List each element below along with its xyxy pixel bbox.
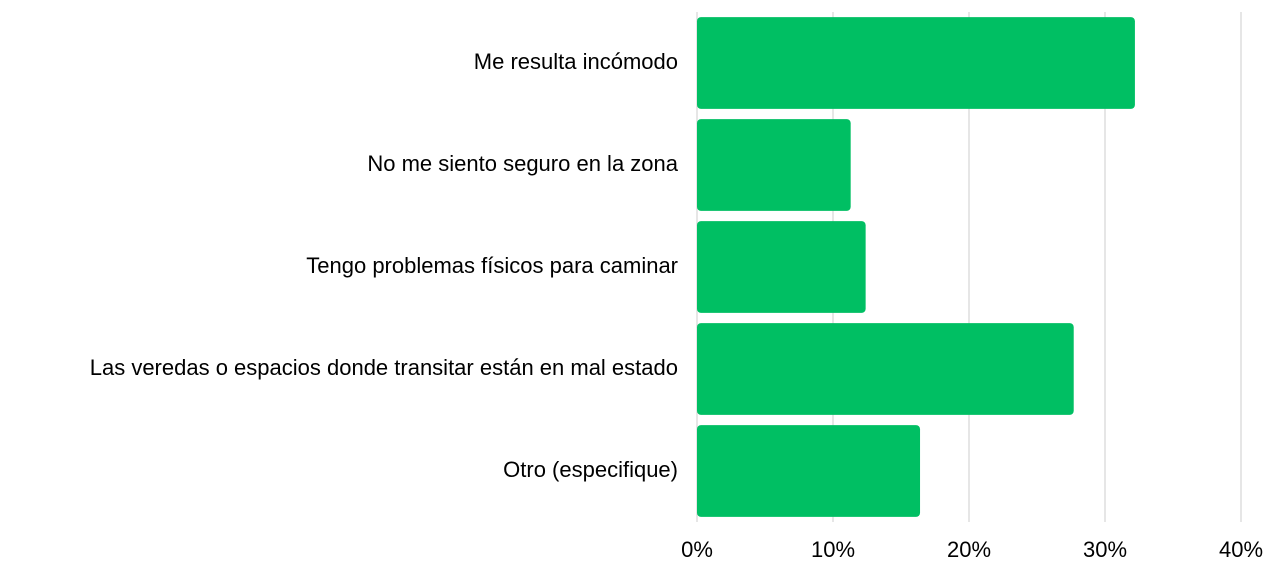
y-tick-label: Me resulta incómodo [474,49,678,74]
x-tick-label: 20% [947,537,991,561]
bar [697,119,851,211]
x-tick-label: 10% [811,537,855,561]
y-tick-label: Las veredas o espacios donde transitar e… [90,355,678,380]
x-tick-label: 0% [681,537,713,561]
x-tick-label: 30% [1083,537,1127,561]
y-tick-label: Tengo problemas físicos para caminar [306,253,678,278]
bar [697,425,921,517]
x-tick-label: 40% [1219,537,1263,561]
y-tick-label: Otro (especifique) [503,457,678,482]
y-tick-label: No me siento seguro en la zona [367,151,678,176]
bar [697,221,866,313]
bar [697,323,1074,415]
bar [697,17,1135,109]
